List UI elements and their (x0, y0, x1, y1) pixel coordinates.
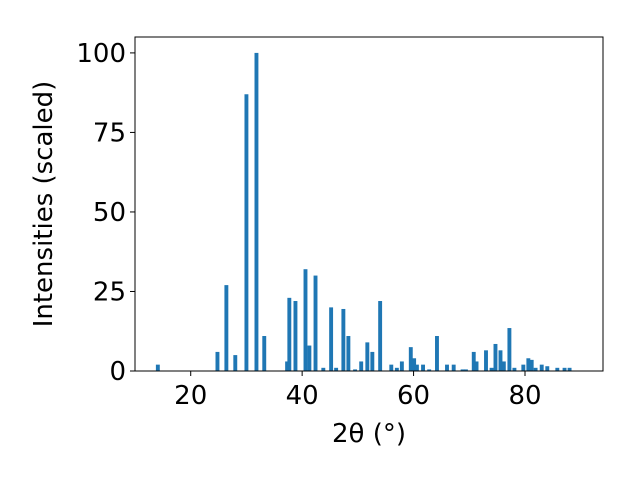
x-tick-label: 80 (508, 381, 541, 411)
bar (445, 364, 449, 371)
bar (474, 361, 479, 371)
y-tick-label: 75 (93, 118, 126, 148)
bar (370, 351, 375, 371)
bar (399, 361, 404, 371)
bar (529, 359, 534, 371)
bar (493, 343, 498, 371)
bar (489, 367, 494, 371)
bar (313, 275, 318, 371)
bar (471, 351, 476, 371)
bar (353, 369, 358, 371)
bar (155, 364, 160, 371)
bar (539, 364, 544, 371)
bar (321, 367, 326, 371)
bar (293, 301, 298, 371)
bar (414, 364, 419, 371)
bar (334, 367, 339, 371)
x-tick-label: 60 (397, 381, 430, 411)
bar (394, 367, 399, 371)
bar (427, 369, 432, 371)
bar (512, 367, 517, 371)
bar (233, 355, 238, 371)
bar (224, 285, 229, 371)
bar (567, 367, 572, 371)
bar (545, 366, 550, 371)
bar (507, 328, 512, 371)
bar (365, 342, 370, 371)
bar (435, 336, 439, 371)
y-axis-label: Intensities (scaled) (29, 81, 59, 328)
y-tick-label: 50 (93, 198, 126, 228)
plot-frame (134, 36, 604, 372)
x-axis-label: 2θ (°) (332, 419, 406, 449)
bar (303, 269, 308, 371)
bar (359, 361, 364, 371)
bar (562, 367, 567, 371)
y-tick-label: 25 (93, 277, 126, 307)
bar (501, 361, 506, 371)
bar (421, 364, 425, 371)
bar (254, 52, 259, 372)
x-tick-label: 40 (286, 381, 319, 411)
bar (346, 336, 351, 371)
bar (287, 297, 292, 371)
bar (408, 347, 413, 371)
bar (329, 307, 334, 371)
bar (451, 364, 456, 371)
bar (526, 358, 531, 371)
bar (484, 350, 488, 371)
bar (285, 361, 290, 371)
bar (389, 364, 394, 371)
y-tick-label: 100 (76, 39, 126, 69)
bar (412, 358, 417, 371)
bar (307, 345, 312, 371)
bar (460, 369, 465, 371)
bar (378, 301, 383, 371)
bar (521, 364, 526, 371)
bar (215, 351, 220, 371)
bar (244, 94, 249, 371)
x-tick-label: 20 (174, 381, 207, 411)
bar (555, 367, 560, 371)
bar (262, 336, 267, 371)
bar (498, 350, 503, 371)
bar (463, 369, 468, 371)
y-tick-label: 0 (109, 357, 126, 387)
bar (341, 308, 346, 371)
bar (533, 367, 538, 371)
